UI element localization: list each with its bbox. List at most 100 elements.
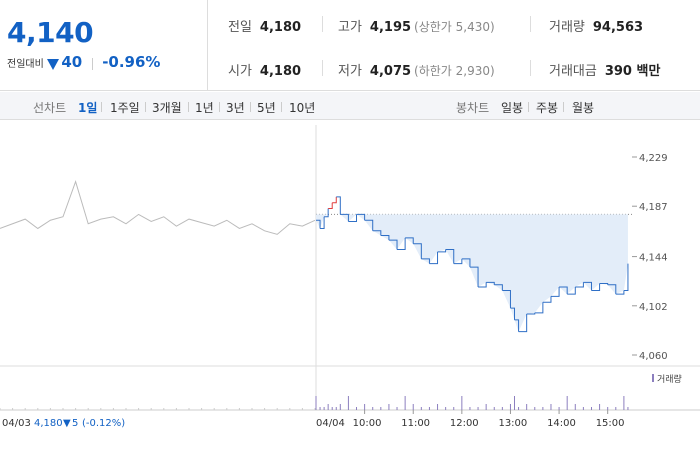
y-axis-ticks: 4,229 4,187 4,144 4,102 4,060 (632, 153, 668, 362)
chart-footer: 04/03 4,180 ▼ 5 (-0.12%) (2, 418, 125, 429)
today-line-segment (502, 290, 511, 309)
divider (528, 102, 529, 112)
stat-sub: (상한가 5,430) (414, 20, 495, 34)
today-line-segment (380, 234, 390, 241)
today-line-segment (316, 219, 321, 229)
today-line-segment (348, 214, 358, 222)
today-line-segment (437, 249, 447, 253)
volume-panel: 거래량 (0, 373, 682, 410)
stat-high: 고가 4,195 (상한가 5,430) (338, 16, 495, 35)
line-chart-label: 선차트 (33, 101, 67, 115)
tab-10-years[interactable]: 10년 (289, 101, 316, 115)
today-line-segment (550, 287, 560, 297)
today-line-segment (332, 196, 337, 204)
below-prev-close-area (316, 214, 628, 332)
stat-open: 시가 4,180 (228, 60, 301, 79)
tab-monthly-candle[interactable]: 월봉 (572, 101, 595, 115)
today-line-segment (328, 202, 333, 210)
today-line-segment (478, 282, 487, 288)
divider (219, 102, 220, 112)
change-row: 전일대비 40 -0.96% (7, 53, 160, 71)
today-line-segment (518, 313, 528, 333)
volume-legend-label: 거래량 (657, 373, 682, 385)
tab-3-years[interactable]: 3년 (226, 101, 245, 115)
stat-value: 4,180 (259, 20, 302, 35)
change-value: 40 (61, 53, 83, 71)
price-chart: 4,229 4,187 4,144 4,102 4,060 거래량 10:00 11:00… (0, 121, 700, 450)
today-line-segment (336, 196, 341, 215)
stat-label: 저가 (338, 64, 362, 79)
today-line-segment (575, 282, 584, 288)
today-line-segment (429, 251, 439, 265)
today-line-segment (591, 283, 601, 292)
x-tick-label: 15:00 (596, 418, 625, 429)
footer-prev-change: 5 (72, 418, 78, 429)
today-line-segment (559, 286, 568, 295)
stat-value: 4,195 (369, 20, 412, 35)
x-tick-label: 10:00 (353, 418, 382, 429)
footer-prev-pct: (-0.12%) (82, 418, 125, 429)
chart-period-bar: 선차트 1일 1주일 3개월 1년 3년 5년 10년 봉차트 일봉 주봉 월봉 (0, 92, 700, 120)
tab-3-months[interactable]: 3개월 (152, 101, 182, 115)
today-line-segment (514, 319, 520, 332)
today-series (316, 196, 629, 333)
tab-1-year[interactable]: 1년 (195, 101, 214, 115)
stat-trade-value: 거래대금 390 백만 (549, 60, 660, 79)
tab-daily-candle[interactable]: 일봉 (501, 101, 524, 115)
today-line-segment (486, 281, 495, 285)
tab-1-day[interactable]: 1일 (78, 101, 98, 115)
stat-label: 시가 (228, 64, 252, 79)
tab-weekly-candle[interactable]: 주봉 (536, 101, 559, 115)
today-line-segment (583, 281, 592, 291)
today-line-segment (445, 249, 455, 264)
today-line-segment (324, 208, 329, 218)
x-axis-ticks: 10:00 11:00 12:00 13:00 14:00 15:00 04/04 (316, 410, 625, 429)
divider (91, 58, 93, 70)
stat-volume: 거래량 94,563 (549, 16, 643, 35)
stat-sub: (하한가 2,930) (414, 64, 495, 78)
x-tick-label: 12:00 (450, 418, 479, 429)
x-tick-label: 13:00 (498, 418, 527, 429)
divider (530, 60, 531, 76)
today-line-segment (453, 258, 463, 265)
today-line-segment (510, 307, 516, 320)
stat-label: 고가 (338, 20, 362, 35)
stat-value: 390 백만 (604, 64, 661, 79)
y-tick-label: 4,187 (639, 202, 668, 213)
y-tick-label: 4,102 (639, 302, 668, 313)
divider (530, 16, 531, 32)
today-line-segment (615, 290, 625, 295)
divider (145, 102, 146, 112)
today-line-segment (340, 213, 349, 222)
today-line-segment (388, 239, 398, 250)
y-tick-label: 4,229 (639, 153, 668, 164)
today-line-segment (397, 237, 406, 251)
y-tick-label: 4,060 (639, 351, 668, 362)
today-line-segment (494, 284, 503, 291)
current-price: 4,140 (7, 16, 94, 49)
divider (563, 102, 564, 112)
divider (250, 102, 251, 112)
today-line-segment (405, 237, 414, 244)
down-triangle-icon (47, 58, 60, 70)
today-line-segment (364, 219, 374, 231)
stat-label: 거래량 (549, 20, 585, 35)
candle-chart-label: 봉차트 (456, 101, 490, 115)
stat-low: 저가 4,075 (하한가 2,930) (338, 60, 495, 79)
tab-5-years[interactable]: 5년 (257, 101, 276, 115)
today-line-segment (372, 230, 382, 236)
tab-1-week[interactable]: 1주일 (110, 101, 140, 115)
divider (322, 60, 323, 76)
today-line-segment (607, 284, 617, 295)
x-tick-label: 14:00 (547, 418, 576, 429)
prev-day-series (0, 180, 316, 235)
today-line-segment (461, 258, 471, 268)
quote-header: 4,140 전일대비 40 -0.96% 전일 4,180 고가 4,195 (상한가… (0, 0, 700, 91)
today-line-segment (356, 213, 366, 221)
today-line-segment (567, 287, 576, 295)
stat-value: 4,075 (369, 64, 412, 79)
stat-value: 4,180 (259, 64, 302, 79)
footer-date: 04/03 (2, 418, 31, 429)
footer-prev-value: 4,180 (34, 418, 63, 429)
today-line-segment (413, 243, 422, 259)
